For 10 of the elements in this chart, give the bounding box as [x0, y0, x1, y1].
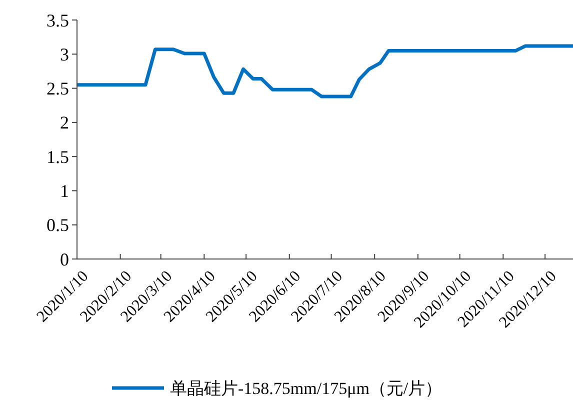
y-tick-label: 1	[60, 181, 69, 202]
y-tick-label: 2	[60, 112, 69, 133]
y-tick-label: 0.5	[46, 215, 69, 236]
y-tick-label: 2.5	[46, 78, 69, 99]
y-tick-label: 3	[60, 44, 69, 64]
y-tick-label: 3.5	[46, 10, 69, 30]
legend-label: 单晶硅片-158.75mm/175μm（元/片）	[170, 378, 442, 398]
y-tick-label: 0	[60, 249, 69, 270]
line-series	[75, 44, 573, 98]
y-tick-label: 1.5	[46, 146, 69, 167]
